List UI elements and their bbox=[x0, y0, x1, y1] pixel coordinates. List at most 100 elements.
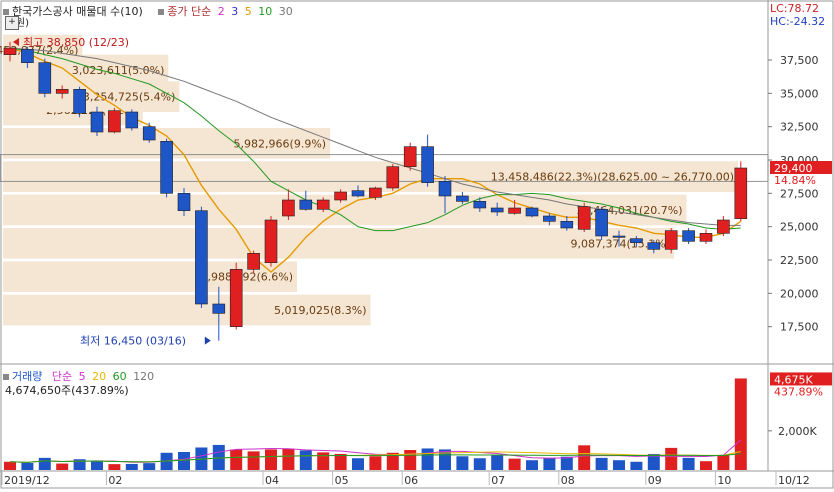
volume-ma-label: 단순 bbox=[51, 370, 73, 383]
volume-bar bbox=[473, 458, 486, 470]
y-tick-label: 37,500 bbox=[780, 54, 819, 67]
ma-period-2: 2 bbox=[217, 5, 225, 18]
x-tick-label: 10/12 bbox=[778, 474, 810, 487]
last-price-pct: 14.84% bbox=[774, 174, 816, 187]
candle-body bbox=[734, 167, 748, 219]
volume-bar bbox=[421, 448, 434, 470]
volume-bar bbox=[717, 454, 730, 470]
volume-bar bbox=[317, 452, 330, 470]
last-price-box bbox=[770, 161, 832, 174]
vol-ma-period-60: 60 bbox=[112, 370, 127, 383]
ma-period-10: 10 bbox=[258, 5, 273, 18]
candle-body bbox=[525, 207, 539, 217]
y-tick-label: 22,500 bbox=[780, 254, 819, 267]
candle-body bbox=[3, 47, 17, 55]
unit-label: (원) bbox=[12, 18, 30, 29]
y-tick-label: 35,000 bbox=[780, 87, 819, 100]
ma-line-30 bbox=[9, 47, 741, 226]
candle-body bbox=[595, 209, 608, 237]
volume-title: 거래량 bbox=[12, 370, 43, 383]
volume-bar bbox=[560, 456, 573, 470]
candle-body bbox=[421, 146, 434, 183]
candles bbox=[3, 42, 748, 341]
volume-bar bbox=[143, 463, 156, 470]
volume-legend-marker bbox=[3, 374, 9, 380]
volume-profile-label: 3,023,611(5.0%) bbox=[72, 64, 165, 77]
vol-ma-period-20: 20 bbox=[92, 370, 107, 383]
volume-bar bbox=[700, 461, 712, 470]
x-tick-label: 2019/12 bbox=[4, 474, 50, 487]
candle-body bbox=[438, 181, 452, 197]
candle-body bbox=[334, 191, 347, 201]
candle-body bbox=[630, 238, 643, 243]
y-tick-label: 20,000 bbox=[780, 287, 819, 300]
volume-bar bbox=[404, 450, 417, 470]
x-tick-label: 06 bbox=[404, 474, 418, 487]
volume-profile-label: 9,087,374(15.1%) bbox=[571, 237, 671, 250]
volume-bar bbox=[369, 456, 382, 470]
volume-chart-header: 거래량 단순 5 20 60 120 bbox=[3, 368, 154, 384]
volume-bar bbox=[265, 449, 277, 470]
volume-bar bbox=[91, 460, 103, 470]
y-tick-label: 25,000 bbox=[780, 221, 819, 234]
low-marker-arrow bbox=[204, 336, 211, 345]
x-tick-label: 02 bbox=[108, 474, 122, 487]
x-tick-label: 07 bbox=[491, 474, 505, 487]
volume-bar bbox=[230, 449, 243, 470]
volume-y-tick-label: 2,000K bbox=[778, 425, 817, 438]
candle-body bbox=[125, 111, 139, 129]
volume-value-text: 4,674,650주(437.89%) bbox=[5, 384, 129, 397]
candle-body bbox=[282, 199, 295, 217]
volume-bar bbox=[630, 461, 643, 470]
candle-body bbox=[717, 219, 730, 234]
low-annotation: 최저 16,450 (03/16) bbox=[80, 335, 186, 348]
volume-bar bbox=[682, 457, 695, 470]
candle-body bbox=[299, 199, 313, 210]
volume-bar bbox=[386, 452, 399, 470]
price-legend-marker bbox=[3, 9, 9, 15]
volume-bar bbox=[491, 455, 504, 470]
candle-body bbox=[160, 141, 173, 194]
candle-body bbox=[699, 233, 713, 242]
ma-period-30: 30 bbox=[278, 5, 293, 18]
candle-body bbox=[560, 221, 574, 229]
candle-body bbox=[195, 210, 208, 305]
volume-profile-label: 13,458,486(22.3%)(28,625.00 ~ 26,770.00) bbox=[491, 171, 734, 184]
candle-body bbox=[612, 235, 626, 238]
stock-title: 한국가스공사 매물대 수(10) bbox=[12, 5, 143, 18]
y-tick-label: 32,500 bbox=[780, 121, 819, 134]
volume-profile-label: 5,019,025(8.3%) bbox=[274, 304, 367, 317]
hc-value: HC:-24.32 bbox=[770, 15, 826, 28]
candle-body bbox=[38, 62, 52, 94]
candle-body bbox=[90, 111, 104, 133]
high-annotation: 최고 38,850 (12/23) bbox=[23, 36, 129, 49]
volume-bar bbox=[334, 453, 347, 470]
volume-bar bbox=[595, 457, 608, 470]
vol-ma-period-5: 5 bbox=[78, 370, 86, 383]
volume-bar bbox=[526, 460, 538, 470]
last-volume-box bbox=[770, 372, 832, 386]
ma-period-5: 5 bbox=[244, 5, 252, 18]
candle-body bbox=[369, 187, 382, 198]
last-volume-label: 4,675K bbox=[774, 373, 813, 386]
candle-body bbox=[177, 193, 191, 211]
zoom-icon[interactable]: + bbox=[5, 16, 19, 30]
x-tick-label: 08 bbox=[561, 474, 575, 487]
candle-body bbox=[682, 230, 695, 242]
candle-body bbox=[647, 242, 661, 250]
candle-body bbox=[490, 207, 504, 213]
y-tick-label: 17,500 bbox=[780, 321, 819, 334]
y-tick-label: 27,500 bbox=[780, 187, 819, 200]
volume-bar bbox=[456, 456, 469, 470]
candle-body bbox=[21, 49, 34, 63]
candle-body bbox=[403, 146, 417, 167]
price-chart-header: 한국가스공사 매물대 수(10) 종가 단순 2 3 5 10 30 bbox=[3, 3, 293, 19]
candle-body bbox=[508, 207, 521, 214]
candle-body bbox=[456, 195, 469, 202]
volume-profile-label: 3,988,492(6.6%) bbox=[200, 271, 293, 284]
volume-bar bbox=[647, 453, 660, 470]
high-marker-arrow bbox=[13, 38, 19, 46]
volume-bar bbox=[734, 378, 747, 470]
